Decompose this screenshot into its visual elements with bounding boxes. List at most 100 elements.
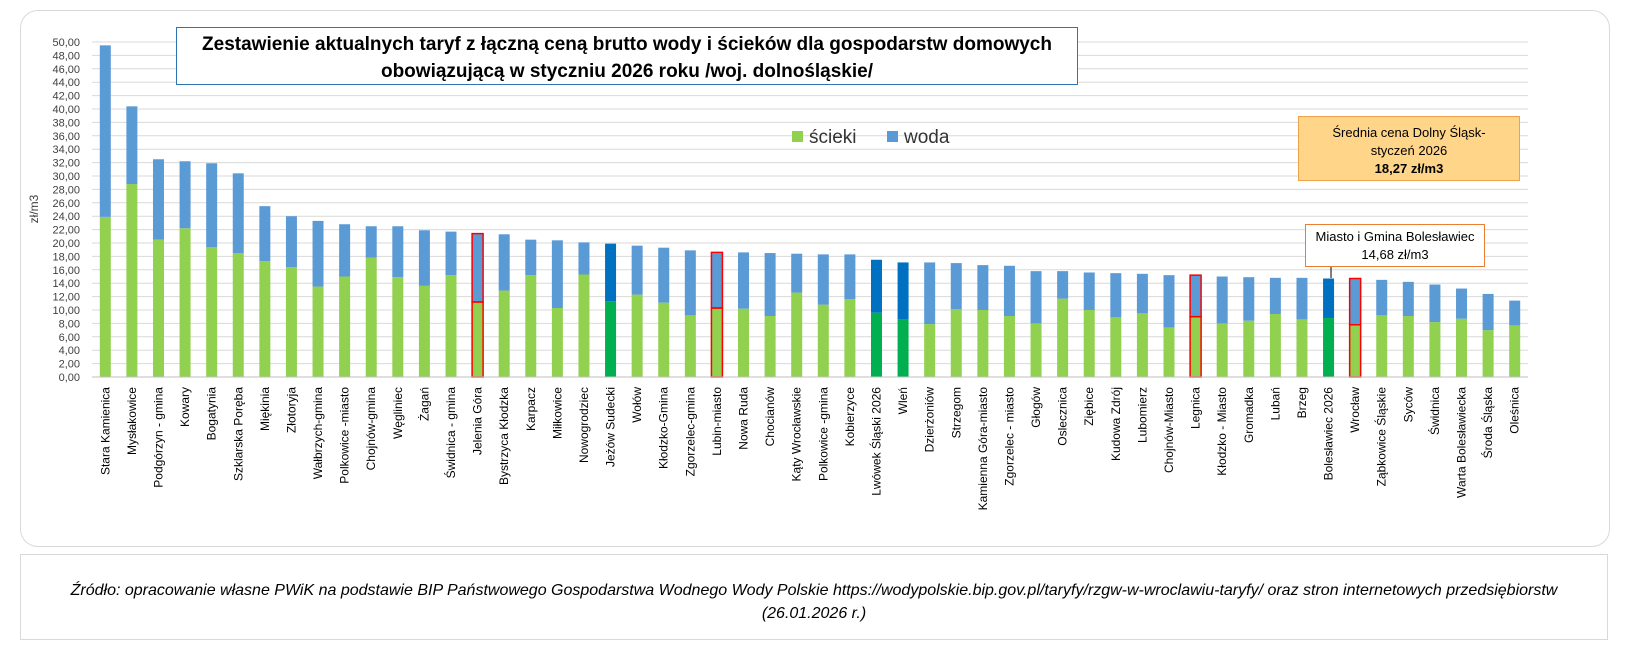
bar-scieki	[445, 275, 457, 377]
x-tick-label: Ząbkowice Śląskie	[1374, 387, 1389, 487]
bar-scieki	[259, 261, 271, 377]
bar-woda	[1243, 277, 1255, 321]
x-tick-label: Zgorzelec - miasto	[1002, 387, 1016, 486]
bar-woda	[897, 262, 909, 320]
bar-woda	[711, 252, 723, 308]
bar-scieki	[1429, 322, 1441, 377]
x-tick-label: Miłkowice	[550, 387, 564, 439]
x-tick-label: Gromadka	[1242, 387, 1256, 443]
x-tick-label: Węgliniec	[391, 387, 405, 439]
x-tick-label: Głogów	[1029, 387, 1043, 428]
bar-scieki	[764, 316, 776, 377]
bar-scieki	[791, 292, 803, 377]
average-price-callout: Średnia cena Dolny Śląsk- styczeń 2026 1…	[1298, 116, 1520, 181]
bar-scieki	[1216, 323, 1228, 377]
bar-woda	[1376, 279, 1388, 316]
x-tick-label: Kłodzko - Miasto	[1215, 387, 1229, 476]
bar-woda	[738, 252, 750, 309]
bar-scieki	[1349, 324, 1361, 377]
y-axis-label: zł/m3	[27, 194, 41, 223]
bar-scieki	[1136, 313, 1148, 377]
y-tick-label: 44,00	[52, 77, 80, 89]
x-tick-label: Warta Bolesławiecka	[1455, 387, 1469, 498]
x-tick-label: Wołów	[630, 387, 644, 423]
y-tick-label: 42,00	[52, 91, 80, 103]
bar-scieki	[1243, 320, 1255, 377]
bar-woda	[1296, 277, 1308, 320]
y-tick-label: 30,00	[52, 171, 80, 183]
x-tick-label: Ziębice	[1082, 387, 1096, 426]
x-tick-label: Lwówek Śląski 2026	[868, 387, 883, 496]
x-tick-label: Miękinia	[258, 387, 272, 431]
average-price-line1: Średnia cena Dolny Śląsk-	[1332, 125, 1486, 140]
y-tick-label: 36,00	[52, 131, 80, 143]
x-tick-label: Świdnica - gmina	[443, 387, 458, 479]
bar-woda	[551, 240, 563, 308]
x-tick-label: Stara Kamienica	[98, 387, 112, 475]
x-tick-label: Strzegom	[949, 387, 963, 438]
bar-woda	[525, 239, 537, 276]
chart-title-line2: obowiązującą w styczniu 2026 roku /woj. …	[380, 61, 874, 82]
x-tick-label: Szklarska Poręba	[231, 387, 245, 481]
x-tick-label: Bogatynia	[205, 387, 219, 441]
bar-scieki	[152, 239, 164, 377]
x-tick-label: Jelenia Góra	[471, 387, 485, 455]
y-tick-label: 14,00	[52, 278, 80, 290]
x-tick-label: Brzeg	[1295, 387, 1309, 418]
y-tick-label: 46,00	[52, 64, 80, 76]
bar-woda	[817, 254, 829, 305]
bar-scieki	[738, 308, 750, 377]
bar-scieki	[1083, 310, 1095, 377]
x-tick-label: Bystrzyca Kłodzka	[497, 387, 511, 485]
bar-scieki	[605, 301, 617, 377]
bar-woda	[1456, 288, 1468, 319]
bar-scieki	[658, 302, 670, 377]
bar-scieki	[525, 275, 537, 377]
bar-scieki	[924, 324, 936, 377]
legend-label-woda: woda	[904, 127, 950, 148]
bar-woda	[179, 161, 191, 229]
x-tick-label: Kąty Wrocławskie	[790, 387, 804, 482]
y-tick-label: 2,00	[59, 359, 80, 371]
bar-woda	[684, 250, 696, 316]
bar-scieki	[1296, 319, 1308, 377]
bar-scieki	[312, 286, 324, 377]
bar-woda	[445, 231, 457, 276]
y-tick-label: 34,00	[52, 144, 80, 156]
legend-label-scieki: ścieki	[809, 127, 857, 148]
y-tick-label: 48,00	[52, 50, 80, 62]
y-tick-label: 32,00	[52, 158, 80, 170]
y-tick-label: 28,00	[52, 184, 80, 196]
x-tick-label: Chojnów-Miasto	[1162, 387, 1176, 473]
x-tick-label: Kobierzyce	[843, 387, 857, 447]
bar-woda	[1509, 300, 1521, 326]
bar-scieki	[285, 267, 297, 377]
chart-title-line1: Zestawienie aktualnych taryf z łączną ce…	[202, 34, 1052, 55]
bar-outline-woda	[471, 232, 484, 303]
bar-scieki	[711, 307, 723, 377]
bar-scieki	[844, 299, 856, 377]
bar-woda	[950, 263, 962, 310]
x-tick-label: Oleśnica	[1508, 387, 1522, 434]
x-tick-label: Zgorzelec-gmina	[683, 387, 697, 477]
bar-scieki	[1456, 318, 1468, 377]
average-price-value: 18,27 zł/m3	[1374, 161, 1444, 176]
y-tick-label: 22,00	[52, 225, 80, 237]
bar-woda	[1083, 272, 1095, 310]
bar-scieki	[498, 290, 510, 377]
x-tick-label: Wałbrzych-gmina	[311, 387, 325, 480]
y-tick-label: 0,00	[59, 372, 80, 384]
bar-scieki	[1190, 316, 1202, 377]
bar-scieki	[1057, 298, 1069, 377]
bar-woda	[791, 253, 803, 293]
bar-scieki	[418, 285, 430, 377]
bar-woda	[764, 253, 776, 317]
bar-scieki	[126, 184, 138, 377]
bar-woda	[152, 159, 164, 240]
x-tick-label: Kowary	[178, 387, 192, 427]
legend-item-woda: woda	[887, 127, 949, 149]
bar-scieki	[1110, 317, 1122, 377]
bar-woda	[1030, 271, 1042, 324]
bar-scieki	[1376, 315, 1388, 377]
